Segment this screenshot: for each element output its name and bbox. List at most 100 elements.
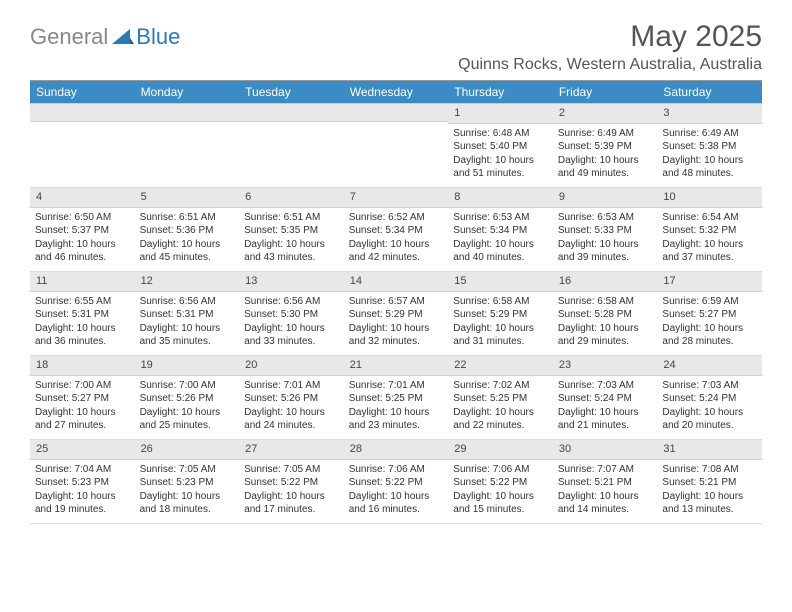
day-info: Sunrise: 6:53 AMSunset: 5:33 PMDaylight:… [553, 208, 658, 269]
day-number: 13 [239, 272, 344, 292]
calendar-cell: 7Sunrise: 6:52 AMSunset: 5:34 PMDaylight… [344, 188, 449, 272]
day-number: 19 [135, 356, 240, 376]
daylight-text: Daylight: 10 hours and 18 minutes. [140, 490, 235, 517]
day-number: 4 [30, 188, 135, 208]
day-info: Sunrise: 7:04 AMSunset: 5:23 PMDaylight:… [30, 460, 135, 521]
daylight-text: Daylight: 10 hours and 36 minutes. [35, 322, 130, 349]
sunrise-text: Sunrise: 7:06 AM [349, 463, 444, 477]
calendar-cell: 9Sunrise: 6:53 AMSunset: 5:33 PMDaylight… [553, 188, 658, 272]
logo-text-general: General [30, 24, 108, 50]
sunset-text: Sunset: 5:32 PM [662, 224, 757, 238]
day-info: Sunrise: 7:00 AMSunset: 5:27 PMDaylight:… [30, 376, 135, 437]
daylight-text: Daylight: 10 hours and 40 minutes. [453, 238, 548, 265]
sunset-text: Sunset: 5:40 PM [453, 140, 548, 154]
logo: General Blue [30, 20, 180, 50]
page-header: General Blue May 2025 Quinns Rocks, West… [30, 20, 762, 74]
day-info: Sunrise: 6:50 AMSunset: 5:37 PMDaylight:… [30, 208, 135, 269]
calendar-cell: 27Sunrise: 7:05 AMSunset: 5:22 PMDayligh… [239, 440, 344, 524]
sunrise-text: Sunrise: 6:49 AM [558, 127, 653, 141]
day-number: 3 [657, 104, 762, 124]
day-number: 9 [553, 188, 658, 208]
day-info: Sunrise: 6:49 AMSunset: 5:38 PMDaylight:… [657, 124, 762, 185]
calendar-cell: 25Sunrise: 7:04 AMSunset: 5:23 PMDayligh… [30, 440, 135, 524]
day-info: Sunrise: 7:00 AMSunset: 5:26 PMDaylight:… [135, 376, 240, 437]
sunset-text: Sunset: 5:28 PM [558, 308, 653, 322]
calendar-cell: 3Sunrise: 6:49 AMSunset: 5:38 PMDaylight… [657, 104, 762, 188]
sunrise-text: Sunrise: 7:01 AM [244, 379, 339, 393]
calendar-cell: 21Sunrise: 7:01 AMSunset: 5:25 PMDayligh… [344, 356, 449, 440]
calendar-cell: 31Sunrise: 7:08 AMSunset: 5:21 PMDayligh… [657, 440, 762, 524]
sunrise-text: Sunrise: 7:01 AM [349, 379, 444, 393]
calendar-cell-empty [30, 104, 135, 188]
daylight-text: Daylight: 10 hours and 16 minutes. [349, 490, 444, 517]
day-info: Sunrise: 6:48 AMSunset: 5:40 PMDaylight:… [448, 124, 553, 185]
sunset-text: Sunset: 5:27 PM [662, 308, 757, 322]
weekday-header: Tuesday [239, 81, 344, 104]
sunset-text: Sunset: 5:21 PM [558, 476, 653, 490]
sunrise-text: Sunrise: 6:52 AM [349, 211, 444, 225]
calendar-cell: 1Sunrise: 6:48 AMSunset: 5:40 PMDaylight… [448, 104, 553, 188]
calendar-cell: 22Sunrise: 7:02 AMSunset: 5:25 PMDayligh… [448, 356, 553, 440]
sunrise-text: Sunrise: 6:55 AM [35, 295, 130, 309]
day-number: 22 [448, 356, 553, 376]
day-number: 1 [448, 104, 553, 124]
sunrise-text: Sunrise: 7:00 AM [35, 379, 130, 393]
calendar-cell: 12Sunrise: 6:56 AMSunset: 5:31 PMDayligh… [135, 272, 240, 356]
day-info: Sunrise: 7:03 AMSunset: 5:24 PMDaylight:… [657, 376, 762, 437]
sunset-text: Sunset: 5:22 PM [349, 476, 444, 490]
day-number: 27 [239, 440, 344, 460]
daylight-text: Daylight: 10 hours and 33 minutes. [244, 322, 339, 349]
calendar-cell: 28Sunrise: 7:06 AMSunset: 5:22 PMDayligh… [344, 440, 449, 524]
sunset-text: Sunset: 5:29 PM [349, 308, 444, 322]
sunrise-text: Sunrise: 6:56 AM [244, 295, 339, 309]
daylight-text: Daylight: 10 hours and 23 minutes. [349, 406, 444, 433]
sunset-text: Sunset: 5:29 PM [453, 308, 548, 322]
day-number [30, 104, 135, 122]
day-number: 12 [135, 272, 240, 292]
calendar-cell-empty [344, 104, 449, 188]
sunset-text: Sunset: 5:22 PM [453, 476, 548, 490]
sunrise-text: Sunrise: 7:04 AM [35, 463, 130, 477]
daylight-text: Daylight: 10 hours and 37 minutes. [662, 238, 757, 265]
day-info: Sunrise: 6:49 AMSunset: 5:39 PMDaylight:… [553, 124, 658, 185]
sunrise-text: Sunrise: 7:06 AM [453, 463, 548, 477]
daylight-text: Daylight: 10 hours and 39 minutes. [558, 238, 653, 265]
sunrise-text: Sunrise: 6:56 AM [140, 295, 235, 309]
day-number: 23 [553, 356, 658, 376]
day-info: Sunrise: 7:08 AMSunset: 5:21 PMDaylight:… [657, 460, 762, 521]
sunset-text: Sunset: 5:24 PM [662, 392, 757, 406]
day-number: 2 [553, 104, 658, 124]
calendar-cell: 8Sunrise: 6:53 AMSunset: 5:34 PMDaylight… [448, 188, 553, 272]
calendar-cell: 4Sunrise: 6:50 AMSunset: 5:37 PMDaylight… [30, 188, 135, 272]
sunset-text: Sunset: 5:30 PM [244, 308, 339, 322]
daylight-text: Daylight: 10 hours and 43 minutes. [244, 238, 339, 265]
sunset-text: Sunset: 5:26 PM [244, 392, 339, 406]
sunset-text: Sunset: 5:38 PM [662, 140, 757, 154]
sunset-text: Sunset: 5:34 PM [453, 224, 548, 238]
calendar-cell: 30Sunrise: 7:07 AMSunset: 5:21 PMDayligh… [553, 440, 658, 524]
sunset-text: Sunset: 5:36 PM [140, 224, 235, 238]
day-number: 29 [448, 440, 553, 460]
day-number: 5 [135, 188, 240, 208]
sunrise-text: Sunrise: 7:03 AM [662, 379, 757, 393]
day-info: Sunrise: 7:06 AMSunset: 5:22 PMDaylight:… [448, 460, 553, 521]
sunrise-text: Sunrise: 6:51 AM [140, 211, 235, 225]
day-info: Sunrise: 7:01 AMSunset: 5:25 PMDaylight:… [344, 376, 449, 437]
weekday-header: Monday [135, 81, 240, 104]
calendar-cell: 29Sunrise: 7:06 AMSunset: 5:22 PMDayligh… [448, 440, 553, 524]
day-info: Sunrise: 6:51 AMSunset: 5:35 PMDaylight:… [239, 208, 344, 269]
daylight-text: Daylight: 10 hours and 19 minutes. [35, 490, 130, 517]
sunrise-text: Sunrise: 7:05 AM [140, 463, 235, 477]
day-number: 16 [553, 272, 658, 292]
daylight-text: Daylight: 10 hours and 25 minutes. [140, 406, 235, 433]
calendar-cell: 2Sunrise: 6:49 AMSunset: 5:39 PMDaylight… [553, 104, 658, 188]
calendar-cell: 11Sunrise: 6:55 AMSunset: 5:31 PMDayligh… [30, 272, 135, 356]
sunset-text: Sunset: 5:22 PM [244, 476, 339, 490]
day-info: Sunrise: 6:57 AMSunset: 5:29 PMDaylight:… [344, 292, 449, 353]
day-info: Sunrise: 7:03 AMSunset: 5:24 PMDaylight:… [553, 376, 658, 437]
calendar-cell: 15Sunrise: 6:58 AMSunset: 5:29 PMDayligh… [448, 272, 553, 356]
day-number [344, 104, 449, 122]
day-number: 25 [30, 440, 135, 460]
daylight-text: Daylight: 10 hours and 15 minutes. [453, 490, 548, 517]
sunrise-text: Sunrise: 6:57 AM [349, 295, 444, 309]
